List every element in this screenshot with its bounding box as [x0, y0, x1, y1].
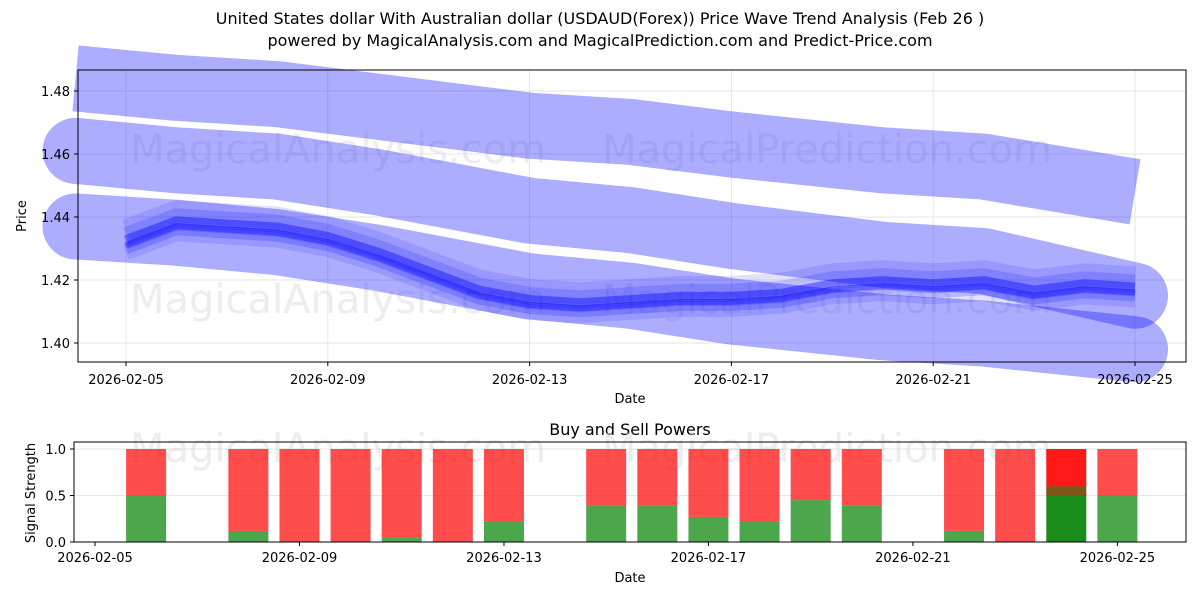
sell-bar: [432, 449, 473, 542]
signal-bars: [126, 449, 1138, 542]
sell-bar: [330, 449, 371, 542]
buy-bar: [126, 495, 167, 542]
watermark-left-2: MagicalAnalysis.com: [130, 277, 546, 323]
buy-bar: [381, 537, 422, 542]
price-x-tick: 2026-02-21: [895, 373, 971, 388]
watermark-right-2: MagicalPrediction.com: [602, 277, 1052, 323]
sell-bar: [637, 449, 678, 506]
chart-subtitle: powered by MagicalAnalysis.com and Magic…: [267, 31, 933, 50]
price-x-tick: 2026-02-13: [492, 373, 568, 388]
price-x-tick: 2026-02-25: [1097, 373, 1173, 388]
price-y-tick: 1.42: [41, 274, 70, 289]
sell-bar: [1097, 449, 1138, 496]
wave-band: [42, 193, 1168, 383]
signal-y-tick: 0.5: [45, 490, 66, 505]
buy-bar: [637, 505, 678, 542]
sell-bar: [279, 449, 320, 542]
price-x-axis-label: Date: [614, 392, 645, 407]
buy-bar: [483, 521, 524, 542]
signal-chart-title: Buy and Sell Powers: [549, 420, 711, 439]
price-wave-line: [122, 200, 1136, 305]
signal-y-axis-label: Signal Strength: [24, 443, 39, 543]
price-wave-line: [124, 216, 1136, 307]
sell-bar: [381, 449, 422, 538]
price-y-tick: 1.44: [41, 211, 70, 226]
sell-bar: [739, 449, 780, 522]
buy-overlay-bar: [1046, 486, 1087, 496]
price-y-tick: 1.40: [41, 337, 70, 352]
price-y-axis-label: Price: [15, 200, 30, 232]
sell-bar: [790, 449, 831, 501]
price-x-tick: 2026-02-09: [290, 373, 366, 388]
signal-plot-frame: [73, 441, 1187, 543]
signal-x-axis-label: Date: [614, 571, 645, 586]
price-wave-series: [42, 45, 1168, 383]
price-plot-frame: [77, 69, 1187, 363]
signal-y-tick: 1.0: [45, 443, 66, 458]
chart-title: United States dollar With Australian dol…: [215, 9, 985, 28]
signal-x-tick: 2026-02-09: [262, 551, 338, 566]
signal-x-tick: 2026-02-21: [875, 551, 951, 566]
signal-x-tick: 2026-02-25: [1080, 551, 1156, 566]
price-y-tick: 1.48: [41, 85, 70, 100]
watermark-left: MagicalAnalysis.com: [130, 127, 546, 173]
price-x-tick: 2026-02-17: [694, 373, 770, 388]
signal-x-tick: 2026-02-13: [466, 551, 542, 566]
sell-bar: [944, 449, 985, 531]
signal-y-tick: 0.0: [45, 536, 66, 551]
price-watermarks: MagicalAnalysis.com MagicalPrediction.co…: [130, 127, 1052, 323]
sell-bar: [688, 449, 729, 517]
signal-x-tick: 2026-02-05: [57, 551, 133, 566]
buy-bar: [944, 530, 985, 542]
watermark-right: MagicalPrediction.com: [602, 127, 1052, 173]
price-axes: 1.40 1.42 1.44 1.46 1.48 2026-02-05 2026-02-09…: [41, 85, 1173, 388]
buy-bar: [739, 521, 780, 542]
buy-bar: [1046, 495, 1087, 542]
buy-bar: [1097, 495, 1138, 542]
sell-bar: [586, 449, 627, 506]
buy-bar: [790, 500, 831, 542]
sell-bar: [228, 449, 269, 531]
price-grid: [78, 70, 1186, 362]
signal-axes: 0.0 0.5 1.0 2026-02-05 2026-02-09 2026-02-13 2…: [45, 443, 1155, 566]
wave-band: [42, 117, 1168, 329]
price-wave-line: [122, 208, 1136, 309]
sell-bar: [126, 449, 167, 496]
price-y-tick: 1.46: [41, 148, 70, 163]
sell-bar: [841, 449, 882, 506]
buy-bar: [841, 505, 882, 542]
price-wave-line: [123, 223, 1136, 318]
sell-bar: [995, 449, 1036, 542]
price-wave-line: [123, 225, 1136, 324]
sell-bar: [483, 449, 524, 522]
wave-band: [72, 45, 1141, 225]
signal-x-tick: 2026-02-17: [671, 551, 747, 566]
price-wave-line: [123, 216, 1136, 313]
buy-bar: [228, 530, 269, 542]
price-x-tick: 2026-02-05: [88, 373, 164, 388]
buy-bar: [688, 516, 729, 542]
price-wave-line: [124, 223, 1136, 312]
buy-bar: [586, 505, 627, 542]
